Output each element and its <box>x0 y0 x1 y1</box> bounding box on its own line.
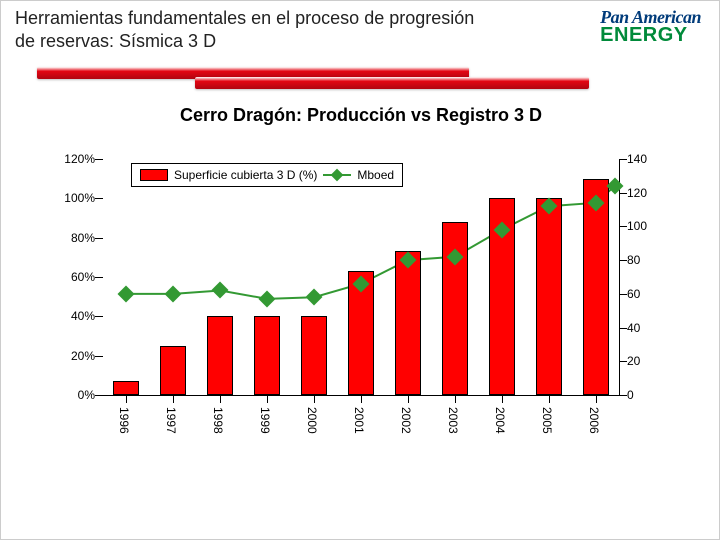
xtick <box>502 395 503 403</box>
xlabel: 2000 <box>305 407 319 434</box>
xtick <box>596 395 597 403</box>
plot-area: 0%20%40%60%80%100%120%020406080100120140… <box>103 159 619 395</box>
ylabel-left: 100% <box>45 191 95 205</box>
bar <box>536 198 562 395</box>
decorative-stripe <box>1 67 720 89</box>
bar <box>160 346 186 395</box>
ytick-left <box>95 316 103 317</box>
ytick-right <box>619 193 627 194</box>
ylabel-right: 0 <box>627 388 667 402</box>
xtick <box>361 395 362 403</box>
ytick-right <box>619 361 627 362</box>
ytick-left <box>95 395 103 396</box>
xlabel: 1996 <box>117 407 131 434</box>
xlabel: 2004 <box>493 407 507 434</box>
ylabel-left: 80% <box>45 231 95 245</box>
ylabel-right: 40 <box>627 321 667 335</box>
bar <box>207 316 233 395</box>
ytick-left <box>95 159 103 160</box>
ytick-right <box>619 294 627 295</box>
ylabel-right: 60 <box>627 287 667 301</box>
ylabel-right: 140 <box>627 152 667 166</box>
axis-right <box>619 159 620 395</box>
xlabel: 2005 <box>540 407 554 434</box>
ylabel-left: 40% <box>45 309 95 323</box>
xlabel: 1997 <box>164 407 178 434</box>
stripe-bottom <box>195 77 589 89</box>
bar <box>113 381 139 395</box>
ylabel-left: 60% <box>45 270 95 284</box>
chart-title: Cerro Dragón: Producción vs Registro 3 D <box>1 105 720 126</box>
xtick <box>549 395 550 403</box>
ytick-left <box>95 277 103 278</box>
xlabel: 2001 <box>352 407 366 434</box>
chart: Superficie cubierta 3 D (%) Mboed 0%20%4… <box>51 139 671 479</box>
ylabel-right: 120 <box>627 186 667 200</box>
ytick-right <box>619 260 627 261</box>
xlabel: 1998 <box>211 407 225 434</box>
xlabel: 2003 <box>446 407 460 434</box>
slide-title: Herramientas fundamentales en el proceso… <box>15 7 475 52</box>
ylabel-right: 20 <box>627 354 667 368</box>
bar <box>395 251 421 395</box>
bar <box>254 316 280 395</box>
logo-line-2: ENERGY <box>600 26 701 45</box>
ylabel-left: 20% <box>45 349 95 363</box>
slide: Herramientas fundamentales en el proceso… <box>0 0 720 540</box>
xlabel: 1999 <box>258 407 272 434</box>
ytick-right <box>619 328 627 329</box>
xtick <box>173 395 174 403</box>
xtick <box>220 395 221 403</box>
ytick-left <box>95 356 103 357</box>
xtick <box>408 395 409 403</box>
xtick <box>267 395 268 403</box>
ytick-right <box>619 395 627 396</box>
slide-header: Herramientas fundamentales en el proceso… <box>1 1 719 65</box>
ytick-left <box>95 238 103 239</box>
xlabel: 2002 <box>399 407 413 434</box>
ylabel-right: 100 <box>627 219 667 233</box>
company-logo: Pan American ENERGY <box>600 9 701 45</box>
ylabel-right: 80 <box>627 253 667 267</box>
bar <box>301 316 327 395</box>
xtick <box>455 395 456 403</box>
xtick <box>314 395 315 403</box>
xtick <box>126 395 127 403</box>
ytick-right <box>619 226 627 227</box>
ytick-left <box>95 198 103 199</box>
ylabel-left: 120% <box>45 152 95 166</box>
xlabel: 2006 <box>587 407 601 434</box>
ytick-right <box>619 159 627 160</box>
ylabel-left: 0% <box>45 388 95 402</box>
